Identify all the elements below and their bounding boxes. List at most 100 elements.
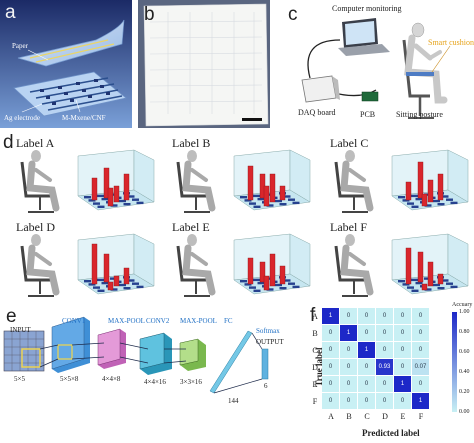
heatmap-cell: 1 (322, 308, 339, 324)
panel-b: b (138, 0, 270, 128)
colorbar-tick: 0.60 (459, 349, 470, 355)
posture-cell: Label F (326, 220, 474, 302)
x-tick-label: C (364, 412, 370, 421)
colorbar-tick: 0.80 (459, 329, 470, 335)
heatmap-cell: 0 (376, 393, 393, 409)
x-tick-label: F (418, 412, 424, 421)
heatmap-cell: 0 (322, 376, 339, 392)
heatmap-cell: 0 (394, 308, 411, 324)
heatmap-cell: 0 (322, 393, 339, 409)
colorbar-tick: 0.20 (459, 389, 470, 395)
mxene-label: M-Mxene/CNF (62, 114, 106, 122)
heatmap-cell: 0 (358, 376, 375, 392)
panel-e-letter: e (6, 306, 17, 327)
dim-fc: 144 (228, 397, 239, 405)
heatmap-cell: 1 (358, 342, 375, 358)
y-tick-label: F (312, 397, 318, 406)
heatmap-cell: 0 (412, 308, 429, 324)
heatmap-cell: 0 (358, 393, 375, 409)
computer-monitoring-label: Computer monitoring (332, 4, 402, 13)
conv1-label: CONV1 (62, 317, 86, 325)
colorbar-tick: 0.40 (459, 369, 470, 375)
panel-d: d Label A Label B Label C Label D Label E Lab… (0, 130, 474, 300)
posture-cell: Label E (168, 220, 318, 302)
heatmap-cell: 1 (394, 376, 411, 392)
heatmap-cell: 0 (412, 376, 429, 392)
colorbar (452, 312, 457, 412)
y-tick-label: D (312, 363, 318, 372)
panel-c-letter: c (288, 4, 298, 25)
panel-a-illustration (0, 0, 132, 128)
confusion-matrix: A 1 0 0 0 0 0 B 0 1 0 0 0 0 C 0 0 1 0 0 0 D 0 0 0 0.93 0 0.07 E 0 0 0 0 1… (300, 300, 474, 443)
colorbar-tick: 0.00 (459, 409, 470, 415)
maxpool1-label: MAX-POOL (108, 317, 145, 325)
sitting-posture-label: Sitting posture (396, 110, 443, 119)
x-tick-label: E (400, 412, 406, 421)
panel-d-letter: d (3, 132, 14, 153)
smart-cushion-label: Smart cushion (428, 38, 474, 47)
softmax-label: Softmax (256, 327, 280, 335)
posture-illustration (176, 233, 311, 297)
heatmap-cell: 0 (376, 376, 393, 392)
y-axis-label: True label (314, 347, 324, 387)
dim-input: 5×5 (14, 375, 25, 383)
heatmap-cell: 0 (340, 359, 357, 375)
colorbar-tick: 1.00 (459, 309, 470, 315)
panel-c-illustration (301, 18, 451, 119)
posture-label: Label A (16, 136, 55, 150)
posture-label: Label E (172, 220, 210, 234)
colorbar-label: Accuary (452, 302, 473, 308)
y-tick-label: A (312, 312, 318, 321)
heatmap-cell: 0 (322, 342, 339, 358)
dim-conv2: 4×4×16 (144, 378, 166, 386)
y-tick-label: C (312, 346, 318, 355)
panel-b-letter: b (144, 4, 155, 25)
heatmap-cell: 0 (322, 359, 339, 375)
y-tick-label: B (312, 329, 318, 338)
posture-cell: Label B (168, 136, 318, 218)
dim-conv1: 5×5×8 (60, 375, 79, 383)
heatmap-cell: 0 (394, 393, 411, 409)
dim-maxpool1: 4×4×8 (102, 375, 121, 383)
x-tick-label: B (346, 412, 352, 421)
heatmap-cell: 0 (376, 308, 393, 324)
output-label: OUTPUT (256, 338, 284, 346)
ag-electrode-label: Ag electrode (4, 114, 40, 122)
input-label: INPUT (10, 326, 31, 334)
posture-label: Label C (330, 136, 369, 150)
paper-label: Paper (12, 42, 28, 50)
heatmap-cell: 0 (358, 308, 375, 324)
heatmap-cell: 0.93 (376, 359, 393, 375)
panel-b-photo (138, 0, 270, 128)
heatmap-cell: 0 (376, 342, 393, 358)
heatmap-cell: 0.07 (412, 359, 429, 375)
posture-illustration (20, 149, 155, 213)
panel-f-letter: f (310, 305, 316, 326)
heatmap-cell: 0 (376, 325, 393, 341)
heatmap-cell: 0 (394, 325, 411, 341)
posture-cell: Label A (12, 136, 162, 218)
heatmap-cell: 0 (358, 325, 375, 341)
heatmap-cell: 1 (340, 325, 357, 341)
posture-illustration (334, 233, 469, 297)
panel-a-letter: a (5, 2, 16, 23)
heatmap-cell: 0 (412, 325, 429, 341)
cnn-diagram (3, 316, 269, 394)
panel-f: f A 1 0 0 0 0 0 B 0 1 0 0 0 0 C 0 0 1 0 0 0 D 0 0 0 0.93 0 0.07 E 0 0 0… (300, 300, 474, 443)
heatmap-cell: 0 (340, 376, 357, 392)
x-axis-label: Predicted label (362, 428, 420, 438)
heatmap-cell: 0 (340, 342, 357, 358)
pcb-label: PCB (360, 110, 376, 119)
heatmap-cell: 0 (412, 342, 429, 358)
posture-illustration (176, 149, 311, 213)
maxpool2-label: MAX-POOL (180, 317, 217, 325)
heatmap-cell: 0 (394, 359, 411, 375)
panel-c: c Computer monitoring (280, 0, 474, 128)
panel-e: e (0, 305, 300, 415)
posture-label: Label B (172, 136, 211, 150)
heatmap-cell: 0 (340, 308, 357, 324)
x-tick-label: A (328, 412, 334, 421)
dim-maxpool2: 3×3×16 (180, 378, 202, 386)
y-tick-label: E (312, 380, 318, 389)
